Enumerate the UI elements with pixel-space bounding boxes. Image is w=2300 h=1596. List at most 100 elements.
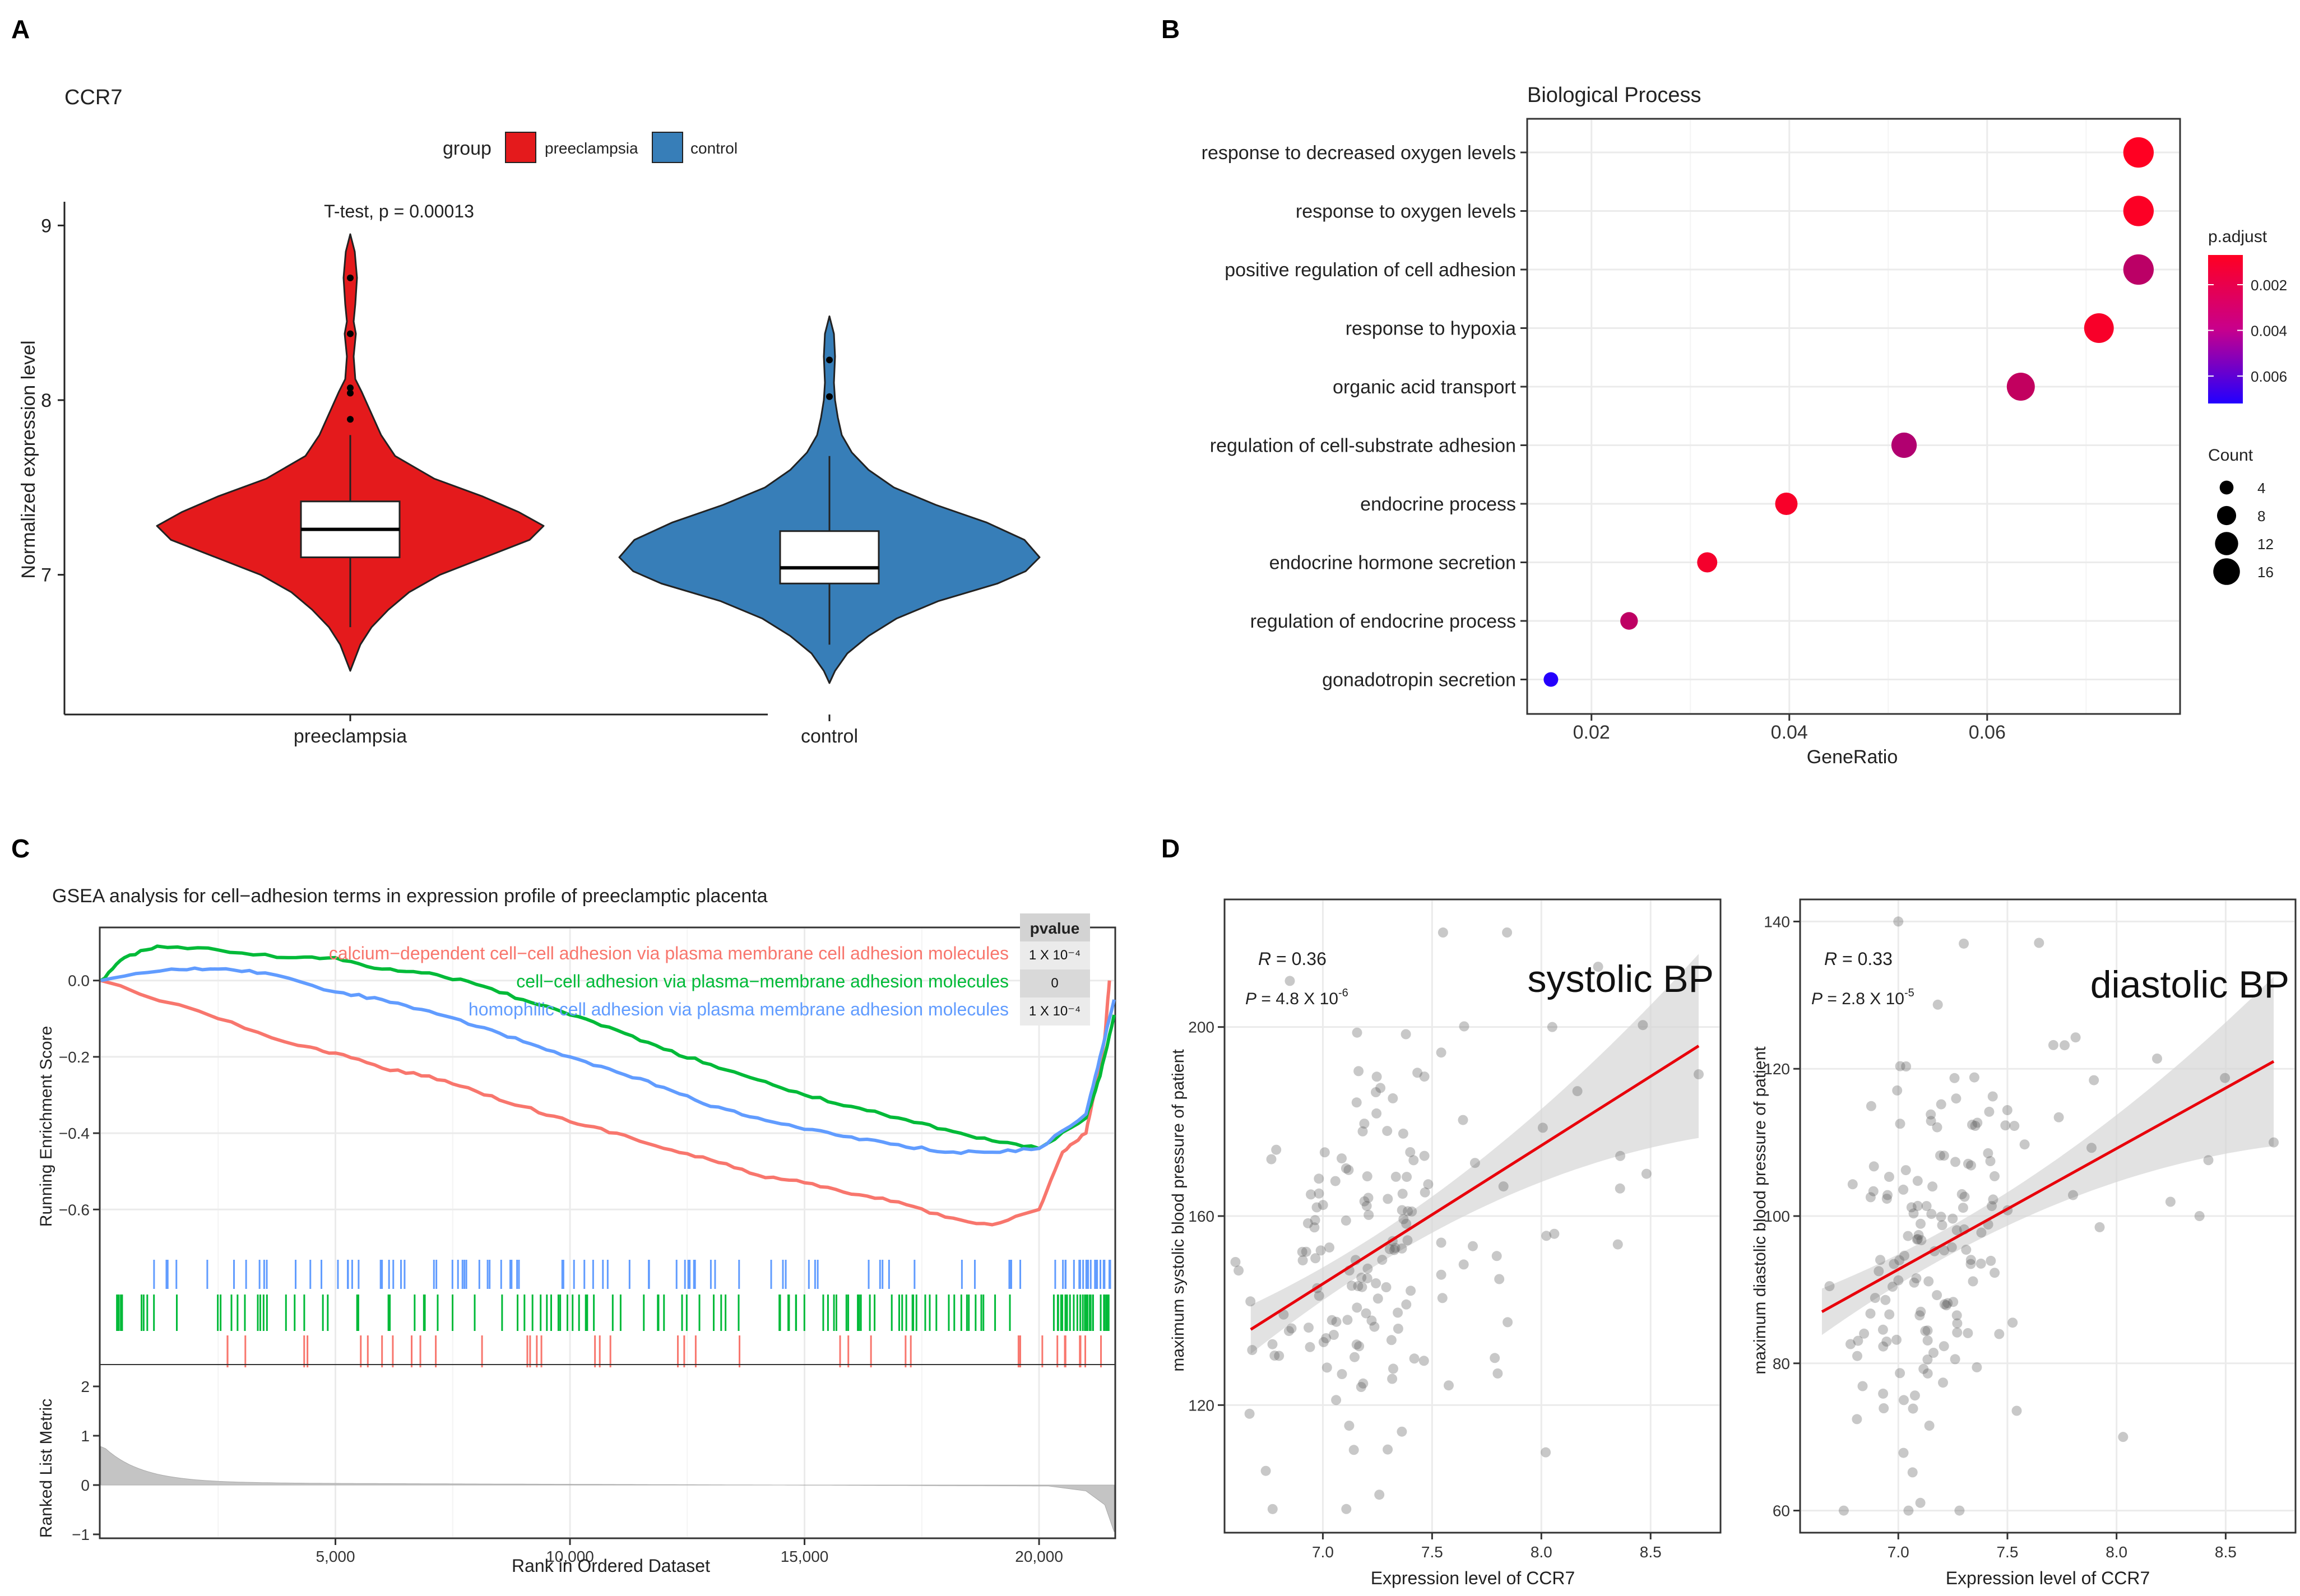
d2-patient-point — [1935, 1150, 1945, 1161]
d2-x-tick-label: 8.5 — [2215, 1543, 2237, 1561]
d2-y-axis-label: maximum diastolic blood pressure of pati… — [1751, 1046, 1769, 1375]
d1-y-tick-label: 120 — [1188, 1396, 1214, 1414]
d1-patient-point — [1374, 1490, 1385, 1500]
d1-patient-point — [1260, 1465, 1271, 1476]
d1-patient-point — [1371, 1071, 1382, 1082]
d2-patient-point — [2070, 1032, 2081, 1043]
d2-patient-point — [1920, 1326, 1931, 1336]
d1-patient-point — [1244, 1408, 1255, 1419]
colorbar-tick-label: 0.006 — [2251, 368, 2287, 385]
d2-regression-line — [1821, 1060, 2275, 1314]
d1-patient-point — [1436, 1269, 1446, 1280]
d2-patient-point — [1932, 1122, 1942, 1133]
d1-patient-point — [1269, 1351, 1280, 1361]
d2-patient-point — [2034, 938, 2044, 948]
pvalue-header: pvalue — [1030, 920, 1080, 937]
d1-patient-point — [1319, 1147, 1330, 1158]
d2-patient-point — [1961, 1245, 1972, 1255]
count-legend-label: 8 — [2257, 508, 2265, 525]
d2-patient-point — [1937, 1220, 1947, 1231]
d1-patient-point — [1309, 1222, 1320, 1233]
go-term-dot — [1891, 432, 1917, 458]
d1-x-tick-label: 8.0 — [1531, 1543, 1552, 1561]
c-x-tick-label: 10,000 — [546, 1548, 594, 1565]
d1-patient-point — [1381, 1282, 1392, 1292]
d2-patient-point — [1922, 1368, 1933, 1379]
count-legend-dot — [2215, 532, 2238, 555]
count-legend-dot — [2219, 480, 2234, 495]
d2-patient-point — [1927, 1181, 1938, 1192]
d2-patient-point — [2152, 1054, 2162, 1064]
d1-patient-point — [1372, 1293, 1383, 1304]
d2-patient-point — [1903, 1505, 1914, 1516]
a-x-tick-label-preeclampsia: preeclampsia — [294, 726, 407, 747]
legend-title: group — [443, 138, 491, 159]
d2-patient-point — [1990, 1268, 2000, 1278]
d1-patient-point — [1401, 1029, 1411, 1040]
d2-patient-point — [2269, 1137, 2279, 1148]
d1-patient-point — [1641, 1168, 1652, 1179]
d2-patient-point — [1865, 1192, 1876, 1203]
c-plot-frame — [99, 926, 1116, 1539]
count-legend-label: 12 — [2257, 536, 2274, 553]
d1-patient-point — [1423, 1179, 1434, 1190]
d1-patient-point — [1306, 1189, 1316, 1200]
d2-patient-point — [1889, 1259, 1899, 1269]
d2-patient-point — [1838, 1505, 1849, 1516]
d1-x-tick-label: 7.0 — [1312, 1543, 1334, 1561]
d1-r-annotation: R = 0.36 — [1258, 949, 1327, 969]
go-term-dot — [1775, 493, 1798, 515]
d1-patient-point — [1230, 1257, 1241, 1267]
outlier-point — [347, 384, 354, 392]
d1-patient-point — [1390, 1171, 1401, 1182]
go-term-dot — [2123, 254, 2154, 285]
d1-patient-point — [1438, 927, 1448, 938]
d2-patient-point — [1983, 1148, 1993, 1158]
d2-patient-point — [1963, 1158, 1973, 1169]
d2-patient-point — [1901, 1061, 1912, 1071]
d1-patient-point — [1314, 1173, 1324, 1184]
boxplot-control — [779, 530, 880, 584]
d1-patient-point — [1401, 1218, 1412, 1229]
d1-patient-point — [1615, 1150, 1626, 1161]
d2-patient-point — [1903, 1231, 1913, 1241]
d2-patient-point — [1916, 1218, 1926, 1229]
d2-patient-point — [1874, 1266, 1884, 1277]
d1-patient-point — [1390, 1242, 1401, 1253]
d2-patient-point — [1870, 1293, 1880, 1303]
d1-p-exponent: -6 — [1338, 987, 1348, 999]
d1-patient-point — [1342, 1315, 1353, 1325]
c-metric-tick-label: 2 — [81, 1378, 90, 1395]
d2-y-tick-label: 80 — [1773, 1355, 1790, 1372]
d1-patient-point — [1267, 1339, 1278, 1349]
d2-patient-point — [1900, 1165, 1911, 1176]
d2-patient-point — [1895, 1368, 1905, 1379]
d2-patient-point — [1914, 1310, 1925, 1321]
d1-y-tick-label: 160 — [1188, 1208, 1214, 1225]
d2-patient-point — [2068, 1190, 2078, 1200]
d2-patient-point — [1949, 1073, 1960, 1083]
d1-patient-point — [1547, 1022, 1557, 1032]
d1-patient-point — [1362, 1263, 1373, 1274]
d1-patient-point — [1351, 1097, 1362, 1108]
d2-y-tick-label: 100 — [1764, 1208, 1790, 1225]
d2-p-symbol: P — [1811, 990, 1823, 1008]
panel-d-diastolic-scatter: 7.0 7.5 8.0 8.5 60 80 100 120 140 R = 0.33 P = 2… — [1751, 898, 2297, 1588]
outlier-point — [347, 274, 354, 281]
d2-r-value: = 0.33 — [1842, 949, 1893, 969]
d1-patient-point — [1324, 1242, 1334, 1253]
panel-label-a: A — [11, 15, 30, 44]
colorbar-tick-label: 0.002 — [2251, 277, 2287, 294]
d2-patient-point — [1948, 1297, 1959, 1307]
count-legend-title: Count — [2208, 446, 2253, 465]
d1-patient-point — [1357, 1126, 1368, 1136]
d1-patient-point — [1318, 1337, 1329, 1347]
c-y-tick-label: −0.6 — [59, 1201, 90, 1218]
d1-patient-point — [1382, 1126, 1393, 1136]
d1-patient-point — [1383, 1444, 1393, 1455]
d1-patient-point — [1362, 1273, 1372, 1284]
b-x-tick-label: 0.06 — [1969, 722, 2006, 743]
outlier-point — [826, 356, 833, 364]
d2-p-annotation: P = 2.8 X 10-5 — [1811, 987, 1914, 1008]
d2-patient-point — [1884, 1172, 1894, 1182]
